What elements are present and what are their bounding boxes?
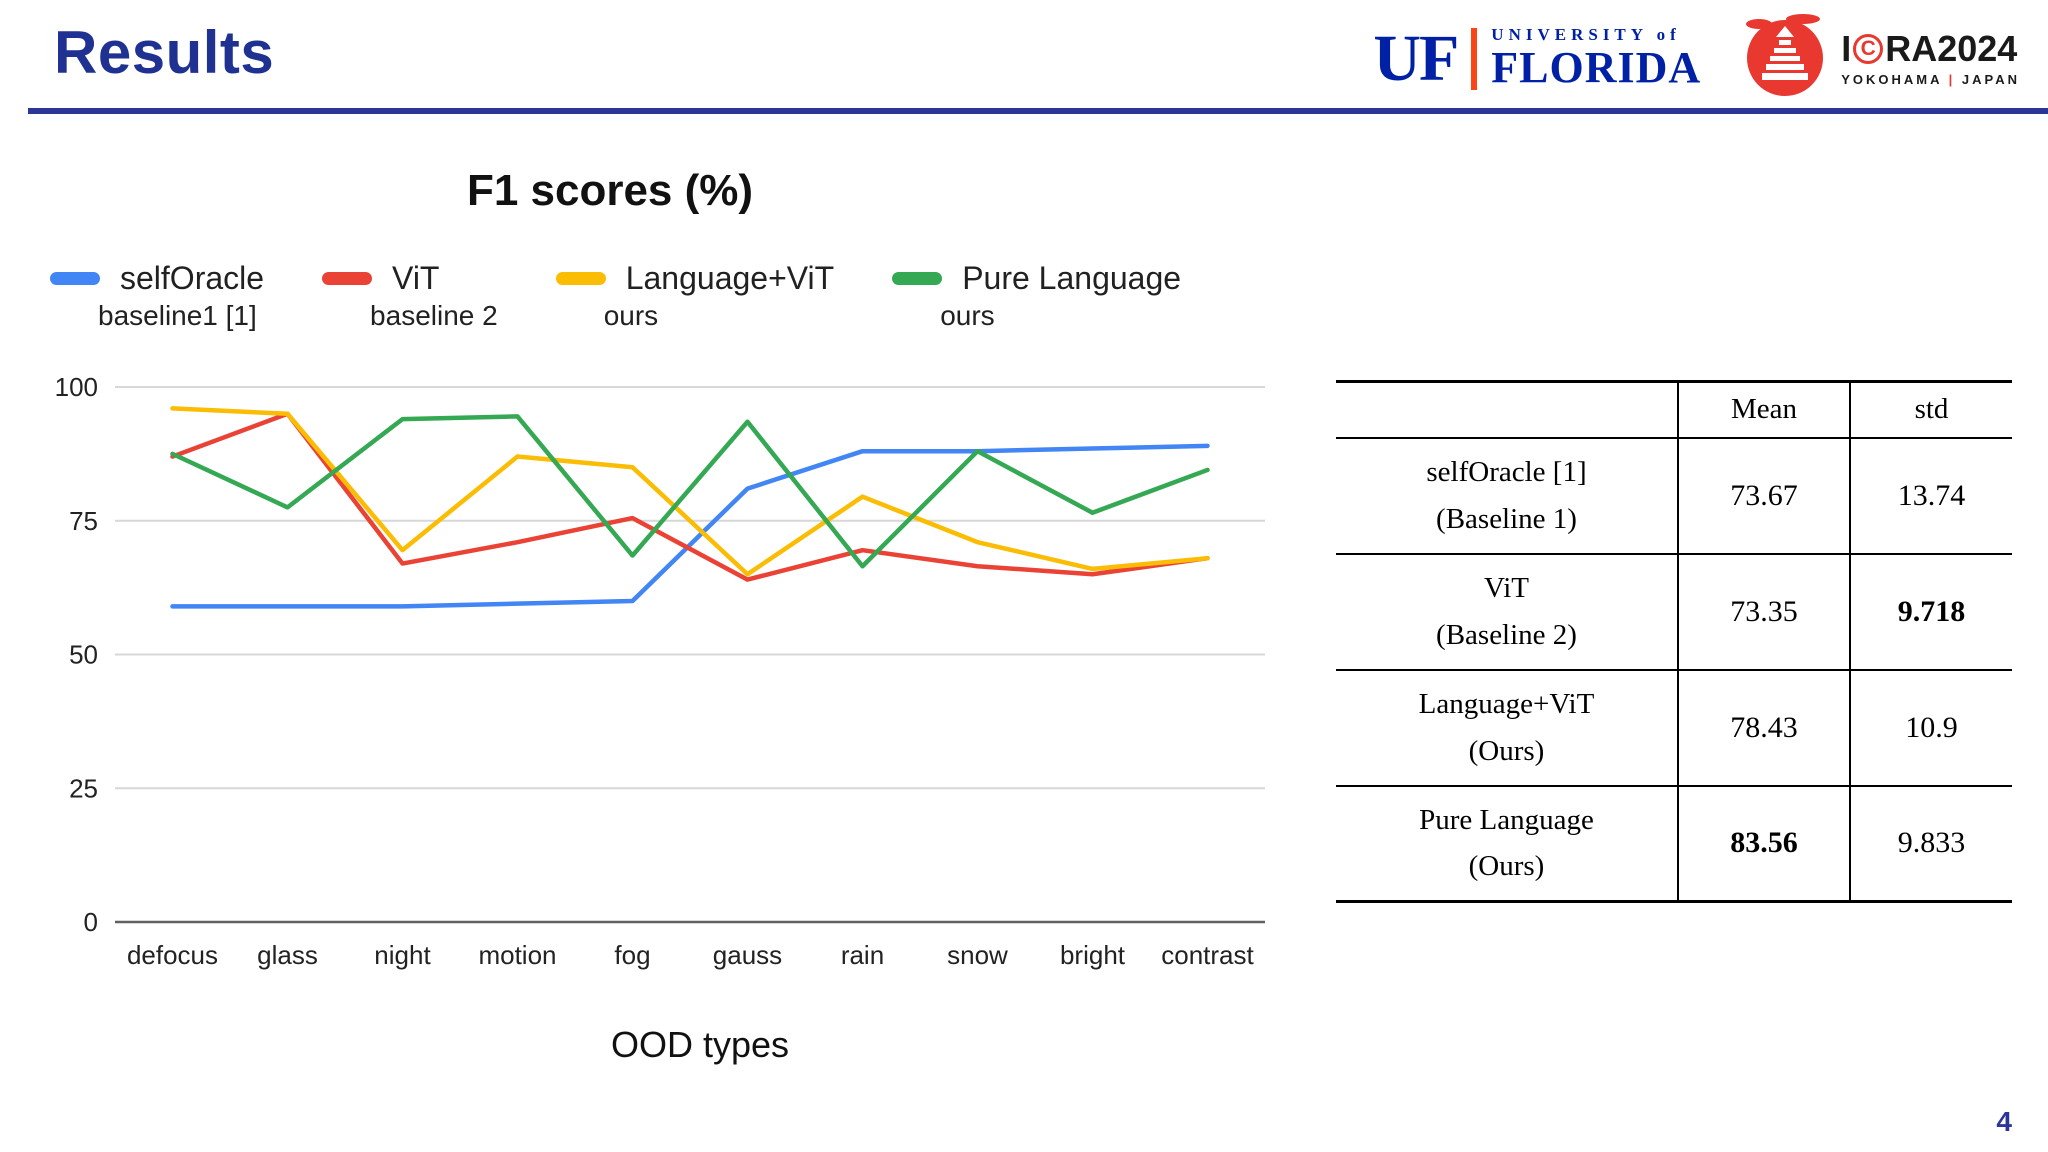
method-tag: (Ours) [1468, 734, 1545, 767]
icra-subtitle-city: YOKOHAMA [1841, 71, 1942, 87]
table-row: ViT (Baseline 2) 73.35 9.718 [1336, 552, 2012, 671]
x-tick-label: night [374, 940, 431, 970]
uf-monogram: UF [1373, 21, 1459, 95]
icra-title: I C RA2024 [1841, 27, 2018, 69]
x-tick-label: snow [947, 940, 1008, 970]
mean-value: 83.56 [1677, 784, 1851, 903]
legend-item: Language+ViT ours [555, 260, 835, 332]
std-value: 10.9 [1849, 668, 2012, 787]
icra-title-i: I [1841, 27, 1852, 69]
chart-title: F1 scores (%) [466, 166, 754, 215]
results-table: Mean std selfOracle [1] (Baseline 1) 73.67… [1336, 380, 2012, 903]
x-tick-label: fog [614, 940, 650, 970]
legend-item: Pure Language ours [892, 260, 1181, 332]
icra-subtitle-country: JAPAN [1961, 71, 2020, 87]
std-value: 9.718 [1849, 552, 2012, 671]
legend-swatch-icon [322, 272, 373, 285]
chart-svg: 0 25 50 75 100 defocus glass night motion fog gaus… [55, 372, 1265, 970]
icra-title-rest: RA2024 [1885, 27, 2018, 69]
uf-divider [1471, 27, 1478, 90]
std-value: 13.74 [1849, 436, 2012, 555]
x-tick-label: bright [1060, 940, 1126, 970]
page-title: Results [54, 19, 275, 86]
legend-item: selfOracle baseline1 [1] [50, 260, 264, 332]
legend-series-name: selfOracle [120, 260, 265, 296]
legend-series-subtitle: ours [940, 300, 995, 331]
x-tick-label: defocus [127, 940, 218, 970]
icra-wordmark: I C RA2024 YOKOHAMA | JAPAN [1841, 27, 2020, 87]
series-line-vit [170, 411, 1210, 582]
icra-subtitle: YOKOHAMA | JAPAN [1841, 72, 2020, 87]
y-tick-label: 50 [69, 640, 98, 670]
icra-logo: I C RA2024 YOKOHAMA | JAPAN [1741, 12, 2020, 105]
icra-tower-icon [1741, 12, 1829, 105]
series-line-selforacle [170, 443, 1210, 609]
y-tick-label: 100 [55, 372, 98, 402]
y-tick-label: 0 [84, 907, 98, 937]
uf-logo: UF UNIVERSITY of FLORIDA [1373, 25, 1701, 91]
x-tick-label: gauss [713, 940, 782, 970]
page-number: 4 [1996, 1106, 2012, 1137]
method-name-cell: Pure Language (Ours) [1336, 784, 1679, 903]
table-row: Language+ViT (Ours) 78.43 10.9 [1336, 668, 2012, 787]
legend-series-name: ViT [392, 260, 440, 296]
method-name: selfOracle [1] [1426, 456, 1587, 489]
method-name: Language+ViT [1418, 688, 1595, 721]
legend-swatch-icon [555, 272, 606, 285]
y-tick-label: 25 [69, 773, 98, 803]
mean-value: 73.35 [1677, 552, 1851, 671]
x-tick-label: motion [478, 940, 556, 970]
table-header-std: std [1849, 380, 2012, 439]
legend-series-subtitle: baseline 2 [370, 300, 498, 331]
table-row: selfOracle [1] (Baseline 1) 73.67 13.74 [1336, 436, 2012, 555]
x-tick-label: glass [257, 940, 318, 970]
method-tag: (Baseline 2) [1436, 618, 1577, 651]
uf-florida-text: FLORIDA [1491, 43, 1702, 93]
method-name-cell: ViT (Baseline 2) [1336, 552, 1679, 671]
mean-value: 73.67 [1677, 436, 1851, 555]
method-name: ViT [1484, 572, 1529, 605]
method-name-cell: Language+ViT (Ours) [1336, 668, 1679, 787]
table-row: Pure Language (Ours) 83.56 9.833 [1336, 784, 2012, 903]
x-axis-title: OOD types [610, 1024, 790, 1065]
chart-legend: selfOracle baseline1 [1] ViT baseline 2 Lang… [50, 260, 1181, 332]
legend-swatch-icon [50, 272, 100, 285]
x-tick-label: rain [841, 940, 884, 970]
method-name-cell: selfOracle [1] (Baseline 1) [1336, 436, 1679, 555]
std-value: 9.833 [1849, 784, 2012, 903]
legend-swatch-icon [892, 272, 943, 285]
method-tag: (Ours) [1468, 850, 1545, 883]
table-header-empty [1336, 380, 1679, 439]
legend-series-name: Pure Language [962, 260, 1182, 296]
x-tick-label: contrast [1161, 940, 1254, 970]
uf-university-text: UNIVERSITY of [1491, 25, 1681, 45]
table-header-mean: Mean [1677, 380, 1851, 439]
legend-series-subtitle: baseline1 [1] [98, 300, 257, 331]
series-line-pure-language [170, 414, 1210, 569]
method-tag: (Baseline 1) [1436, 502, 1577, 535]
y-tick-label: 75 [69, 506, 98, 536]
icra-subtitle-separator: | [1948, 71, 1956, 87]
line-chart: 0 25 50 75 100 defocus glass night motion fog gaus… [40, 372, 1280, 1002]
icra-c-mark: C [1853, 33, 1884, 64]
mean-value: 78.43 [1677, 668, 1851, 787]
header-logos: UF UNIVERSITY of FLORIDA I C RA2024 [1373, 12, 2020, 105]
series-line-language-vit [170, 406, 1210, 577]
method-name: Pure Language [1419, 803, 1594, 836]
uf-wordmark: UNIVERSITY of FLORIDA [1491, 25, 1701, 91]
legend-item: ViT baseline 2 [322, 260, 498, 332]
table-header-row: Mean std [1336, 380, 2012, 439]
legend-series-subtitle: ours [603, 300, 659, 331]
header-divider [28, 108, 2048, 114]
legend-series-name: Language+ViT [625, 260, 835, 296]
